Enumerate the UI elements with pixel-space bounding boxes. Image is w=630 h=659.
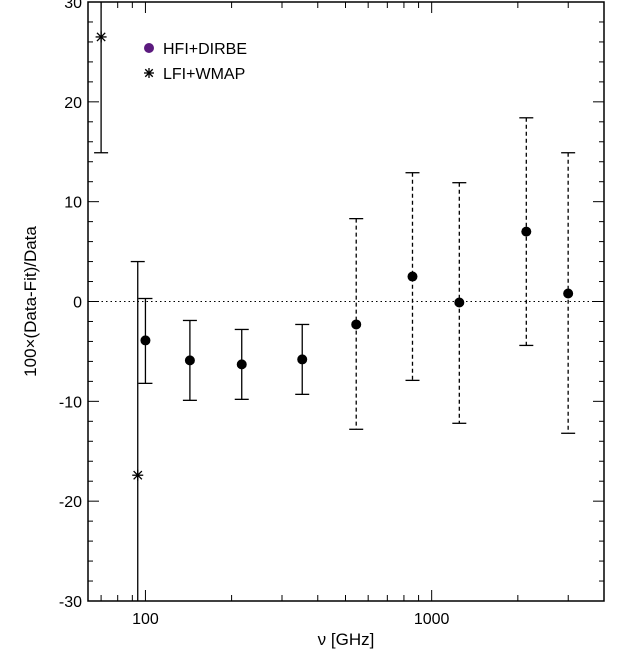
data-point-hfi-dirbe xyxy=(454,297,465,308)
y-tick-label: -20 xyxy=(59,494,82,511)
x-tick-label: 1000 xyxy=(414,611,450,628)
plot-frame xyxy=(87,1,605,602)
asterisk-stroke xyxy=(133,470,143,480)
asterisk-stroke xyxy=(144,68,154,78)
legend-marker-lfi-wmap xyxy=(144,68,154,78)
data-point-hfi-dirbe xyxy=(184,355,195,366)
legend-marker-hfi-dirbe xyxy=(144,43,154,53)
y-tick-label: 20 xyxy=(64,95,82,112)
data-point-hfi-dirbe xyxy=(563,288,574,299)
y-tick-label: 0 xyxy=(73,295,82,312)
x-tick-label: 100 xyxy=(132,611,159,628)
legend-label-lfi-wmap: LFI+WMAP xyxy=(163,66,245,83)
data-point-hfi-dirbe xyxy=(236,359,247,370)
y-axis-label: 100×(Data-Fit)/Data xyxy=(21,226,40,377)
x-axis-label: ν [GHz] xyxy=(318,630,375,649)
y-tick-label: -30 xyxy=(59,594,82,611)
legend: HFI+DIRBE LFI+WMAP xyxy=(144,41,247,83)
y-tick-label: 10 xyxy=(64,195,82,212)
data-point-hfi-dirbe xyxy=(521,226,532,237)
data-point-hfi-dirbe xyxy=(407,271,418,282)
legend-asterisk xyxy=(144,68,154,78)
data-point-hfi-dirbe xyxy=(297,354,308,365)
y-tick-label: 30 xyxy=(64,0,82,12)
data-layer xyxy=(94,2,576,601)
data-point-hfi-dirbe xyxy=(351,319,362,330)
asterisk-stroke xyxy=(96,32,106,42)
data-point-lfi-wmap xyxy=(95,31,107,43)
y-tick-label: -10 xyxy=(59,394,82,411)
legend-label-hfi-dirbe: HFI+DIRBE xyxy=(163,41,247,58)
data-point-hfi-dirbe xyxy=(140,335,151,346)
data-point-lfi-wmap xyxy=(132,469,144,481)
